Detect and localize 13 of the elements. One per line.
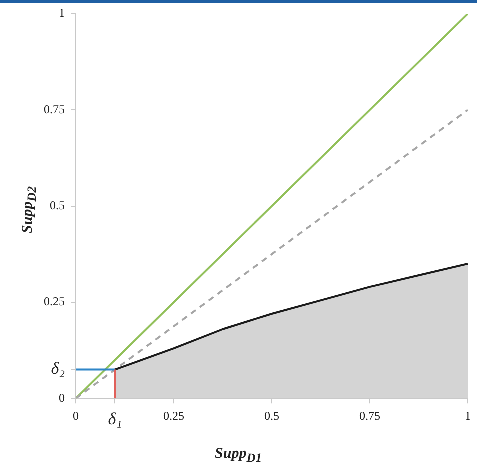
- y-tick-label: 0.5: [50, 198, 65, 212]
- x-tick-label: 1: [465, 408, 471, 423]
- y-tick-label: 1: [59, 6, 65, 20]
- x-tick-label: δ₁: [108, 409, 122, 428]
- y-tick-label: 0: [59, 390, 65, 405]
- x-tick-label: 0.75: [360, 408, 380, 423]
- x-tick-label: 0: [73, 408, 79, 423]
- y-tick-label: 0.25: [44, 294, 65, 309]
- y-tick-label: δ₂: [51, 359, 66, 378]
- x-tick-label: 0.25: [164, 408, 184, 423]
- x-tick-label: 0.5: [264, 408, 280, 423]
- x-axis-title: Supp$_{D1}$: [214, 446, 263, 466]
- y-tick-label: 0.75: [44, 102, 65, 116]
